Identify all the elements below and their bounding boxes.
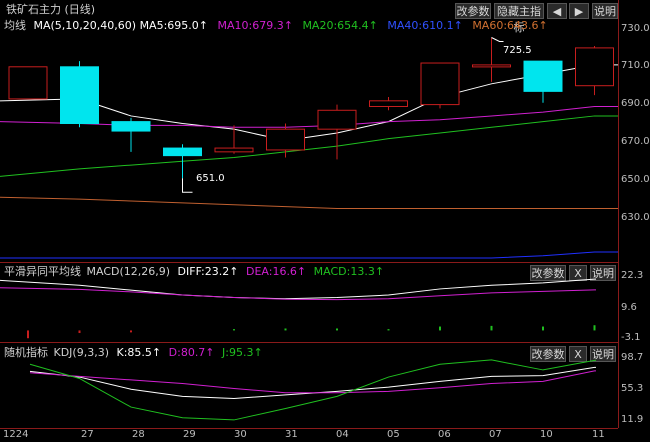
macd-legend: 平滑异同平均线 MACD(12,26,9) DIFF:23.2↑ DEA:16.… — [4, 265, 384, 279]
date-tick-label: 28 — [132, 429, 145, 440]
j-value: J:95.3↑ — [222, 346, 263, 359]
date-tick-label: 07 — [489, 429, 502, 440]
kdj-indicator-name: 随机指标 — [4, 346, 48, 359]
high-pointer-line — [491, 37, 504, 43]
kdj-tick-label: 98.7 — [621, 352, 644, 363]
arrow-left-icon: ◀ — [552, 5, 562, 18]
kdj-edit-params-button[interactable]: 改参数 — [530, 346, 566, 362]
kdj-tick-label: 11.9 — [621, 414, 644, 425]
macd-indicator-name: 平滑异同平均线 — [4, 265, 81, 278]
help-button[interactable]: 说明 — [592, 3, 618, 19]
price-tick-label: 690.0 — [621, 98, 650, 109]
edit-params-button[interactable]: 改参数 — [455, 3, 491, 19]
macd-line-dea — [0, 287, 596, 301]
date-tick-label: 27 — [81, 429, 94, 440]
price-tick-label: 710.0 — [621, 60, 650, 71]
date-tick-label: 06 — [438, 429, 451, 440]
d-value: D:80.7↑ — [168, 346, 215, 359]
candle-body-up — [575, 47, 614, 87]
kdj-line-j — [29, 359, 596, 421]
macd-tick-label: 22.3 — [621, 270, 644, 281]
ma-line-ma40 — [0, 251, 618, 259]
ma60-value: MA60:643.6↑ — [472, 19, 548, 32]
ma40-value: MA40:610.1↑ — [387, 19, 463, 32]
main-legend: 均线 MA(5,10,20,40,60) MA5:695.0↑ MA10:679… — [4, 19, 548, 33]
ma5-value: MA(5,10,20,40,60) MA5:695.0↑ — [33, 19, 209, 32]
ma-line-ma20 — [0, 115, 618, 177]
candle-body-down — [523, 60, 563, 92]
kdj-line-k — [29, 366, 596, 400]
price-tick-label: 650.0 — [621, 174, 650, 185]
kdj-help-button[interactable]: 说明 — [590, 346, 616, 362]
candle-body-up — [472, 64, 511, 68]
high-price-label: 725.5 — [503, 45, 532, 56]
macd-tick-label: 9.6 — [621, 302, 637, 313]
macd-tick-label: -3.1 — [621, 332, 641, 343]
k-value: K:85.5↑ — [116, 346, 162, 359]
close-icon: X — [574, 267, 582, 280]
main-indicator-name: 均线 — [4, 19, 26, 32]
candle-body-up — [317, 109, 357, 130]
dea-value: DEA:16.6↑ — [245, 265, 307, 278]
candle-body-up — [369, 100, 408, 107]
price-tick-label: 730.0 — [621, 23, 650, 34]
price-tick-label: 630.0 — [621, 212, 650, 223]
kdj-tick-label: 55.3 — [621, 383, 644, 394]
low-pointer-line — [182, 178, 193, 193]
date-tick-label: 1224 — [3, 429, 29, 440]
scroll-right-button[interactable]: ▶ — [569, 3, 589, 19]
candle-body-up — [266, 128, 305, 151]
candle-body-down — [163, 147, 202, 157]
price-axis-line — [618, 0, 619, 428]
arrow-right-icon: ▶ — [574, 5, 584, 18]
pane-separator — [0, 428, 618, 429]
date-tick-label: 04 — [336, 429, 349, 440]
candle-body-up — [8, 66, 48, 100]
macd-line-diff — [0, 278, 596, 300]
kdj-legend: 随机指标 KDJ(9,3,3) K:85.5↑ D:80.7↑ J:95.3↑ — [4, 346, 263, 360]
pane-separator — [0, 262, 618, 263]
ma20-value: MA20:654.4↑ — [302, 19, 378, 32]
date-tick-label: 11 — [592, 429, 605, 440]
kdj-close-button[interactable]: X — [569, 346, 587, 362]
macd-params: MACD(12,26,9) — [86, 265, 171, 278]
macd-value: MACD:13.3↑ — [313, 265, 385, 278]
date-tick-label: 29 — [183, 429, 196, 440]
kdj-line-d — [29, 370, 596, 394]
pane-separator — [0, 342, 618, 343]
date-tick-label: 10 — [540, 429, 553, 440]
ma10-value: MA10:679.3↑ — [217, 19, 293, 32]
ma-line-ma60 — [0, 196, 618, 210]
candle-body-down — [60, 66, 99, 125]
price-tick-label: 670.0 — [621, 136, 650, 147]
date-tick-label: 30 — [234, 429, 247, 440]
candle-body-up — [420, 62, 460, 106]
kdj-params: KDJ(9,3,3) — [53, 346, 110, 359]
low-price-label: 651.0 — [196, 173, 225, 184]
candle-body-down — [111, 121, 151, 132]
diff-value: DIFF:23.2↑ — [177, 265, 239, 278]
hide-main-indicator-button[interactable]: 隐藏主指标 — [494, 3, 544, 34]
candle-body-up — [214, 147, 254, 153]
date-tick-label: 05 — [387, 429, 400, 440]
macd-help-button[interactable]: 说明 — [590, 265, 616, 281]
scroll-left-button[interactable]: ◀ — [547, 3, 567, 19]
close-icon: X — [574, 348, 582, 361]
chart-title: 铁矿石主力 (日线) — [6, 3, 96, 16]
macd-edit-params-button[interactable]: 改参数 — [530, 265, 566, 281]
date-tick-label: 31 — [285, 429, 298, 440]
